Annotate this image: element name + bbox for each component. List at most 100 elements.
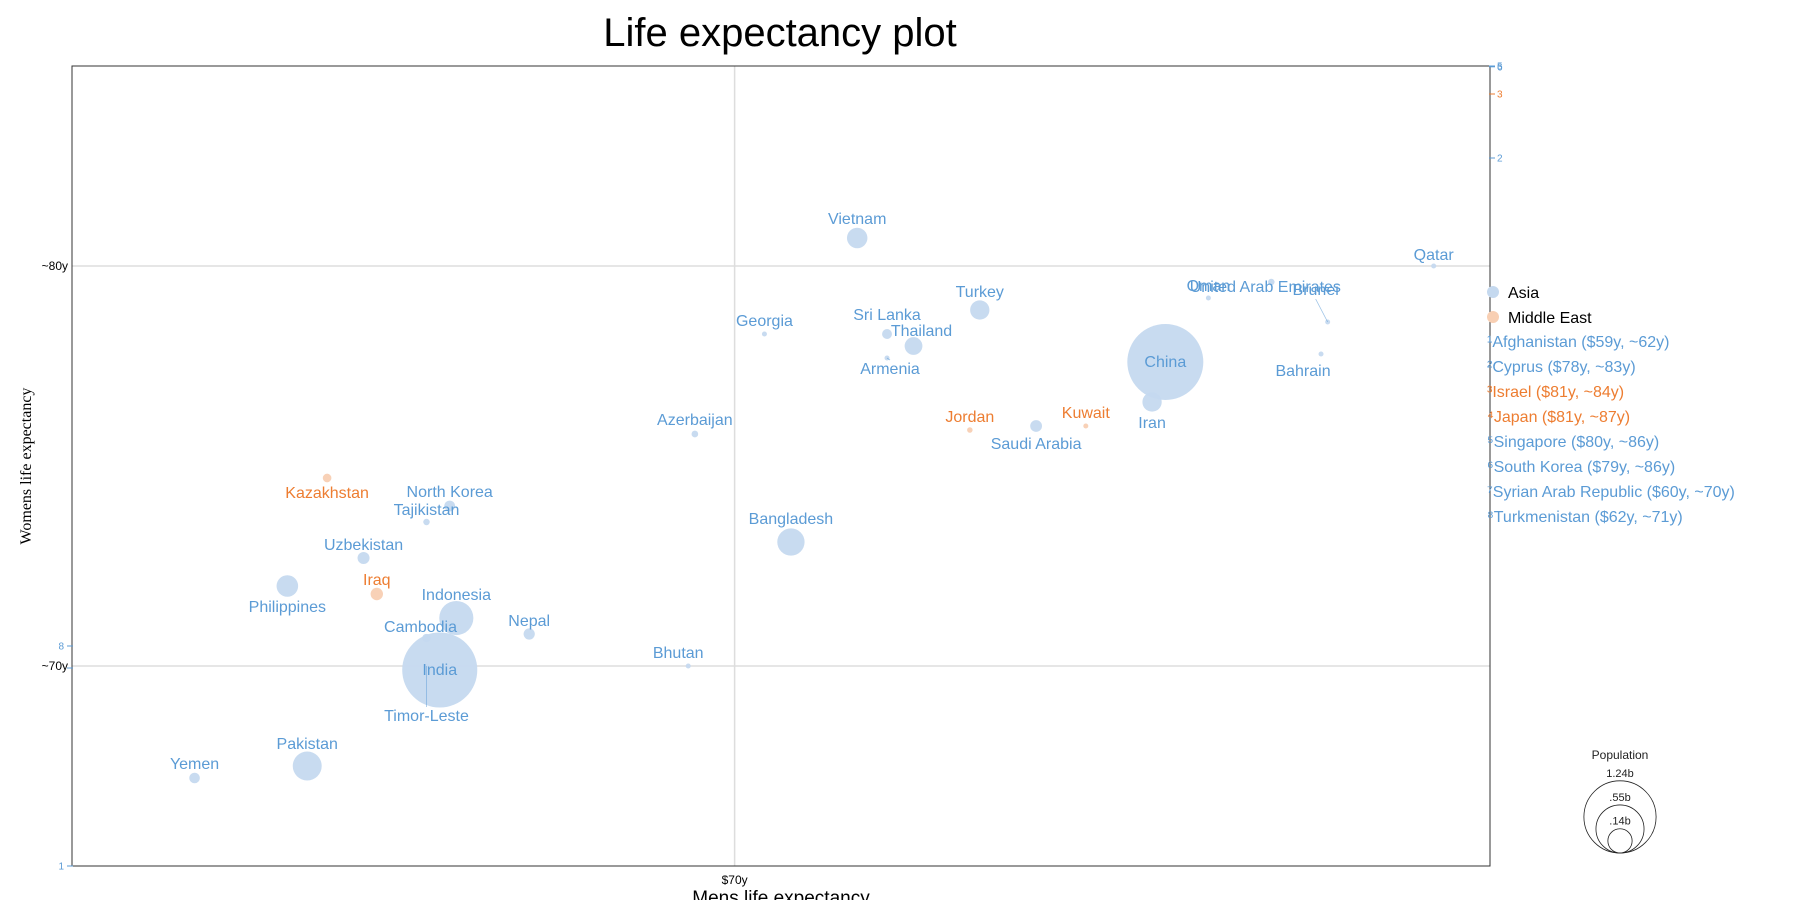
y-tick-label: ~80y: [42, 259, 68, 273]
point-yemen: [189, 772, 200, 784]
left-marker-label: 8: [58, 642, 64, 653]
point-label: Iraq: [363, 572, 391, 589]
footnote: ³Israel ($81y, ~84y): [1487, 384, 1624, 401]
point-label: North Korea: [407, 484, 493, 501]
point-north-korea: [444, 500, 456, 512]
point-label: Oman: [1187, 278, 1231, 295]
point-tajikistan: [423, 518, 430, 526]
label-leader: [886, 357, 891, 361]
point-label: Kuwait: [1062, 405, 1111, 422]
point-label: Thailand: [891, 323, 952, 340]
point-label: United Arab Emirates: [1190, 279, 1341, 296]
chart-title: Life expectancy plot: [603, 11, 957, 55]
point-uzbekistan: [357, 551, 370, 565]
footnote: ⁴Japan ($81y, ~87y): [1487, 409, 1630, 426]
point-sri-lanka: [882, 329, 892, 339]
size-legend: Population 1.24b .55b .14b: [1583, 748, 1657, 854]
x-axis-title: Mens life expectancy: [692, 888, 870, 900]
point-qatar: [1431, 263, 1437, 269]
point-label: Indonesia: [422, 587, 491, 604]
point-label: Bangladesh: [749, 511, 834, 528]
point-label: Kazakhstan: [285, 485, 369, 502]
right-marker-label: 2: [1497, 154, 1503, 165]
point-china: [1127, 324, 1204, 400]
offscale-markers: 65 3 2 8 1: [58, 62, 1503, 873]
label-leader: [1315, 298, 1329, 323]
right-marker-label: 6: [1497, 62, 1503, 73]
size-legend-title: Population: [1592, 748, 1649, 762]
footnote: ¹Afghanistan ($59y, ~62y): [1487, 334, 1669, 351]
footnote: ⁶South Korea ($79y, ~86y): [1487, 459, 1675, 476]
footnote: ⁸Turkmenistan ($62y, ~71y): [1487, 509, 1683, 526]
point-philippines: [276, 575, 299, 597]
size-legend-circle: [1607, 828, 1633, 854]
point-label: Jordan: [945, 409, 994, 426]
grid: [72, 66, 1490, 866]
point-nepal: [523, 628, 535, 640]
point-azerbaijan: [691, 430, 699, 438]
point-label: Iran: [1138, 415, 1166, 432]
point-label: Turkey: [956, 284, 1004, 301]
right-marker-label: 5: [1497, 62, 1503, 73]
point-label: Brunei: [1293, 282, 1339, 299]
point-label: Azerbaijan: [657, 412, 733, 429]
point-label: Tajikistan: [394, 502, 460, 519]
point-pakistan: [292, 751, 322, 781]
point-label: Georgia: [736, 313, 793, 330]
point-iran: [1142, 392, 1162, 412]
point-saudi-arabia: [1030, 420, 1043, 432]
point-oman: [1205, 295, 1211, 301]
footnote: ⁵Singapore ($80y, ~86y): [1487, 434, 1659, 451]
point-vietnam: [846, 227, 868, 249]
point-label: Yemen: [170, 756, 219, 773]
legend-swatch: [1487, 286, 1499, 298]
point-label: China: [1144, 354, 1186, 371]
point-label: Pakistan: [277, 736, 338, 753]
point-bhutan: [685, 663, 691, 669]
point-indonesia: [439, 600, 474, 636]
point-label: Saudi Arabia: [991, 436, 1082, 453]
point-turkey: [970, 300, 990, 320]
point-labels: China India Indonesia Pakistan Bangladesh Phi…: [170, 211, 1454, 773]
size-legend-label: .55b: [1609, 792, 1630, 804]
size-legend-label: .14b: [1609, 816, 1630, 828]
point-kazakhstan: [322, 473, 332, 483]
point-label: Uzbekistan: [324, 537, 403, 554]
point-iraq: [370, 587, 384, 601]
point-label: Timor-Leste: [384, 708, 469, 725]
point-georgia: [761, 331, 767, 337]
point-label: Armenia: [860, 361, 920, 378]
point-kuwait: [1083, 423, 1089, 429]
y-axis-title: Womens life expectancy: [18, 388, 35, 545]
point-label: Philippines: [249, 599, 326, 616]
point-bangladesh: [777, 528, 805, 556]
legend-entry: Middle East: [1508, 310, 1592, 327]
point-label: India: [422, 662, 457, 679]
point-label: Qatar: [1414, 247, 1455, 264]
point-united-arab-emirates: [1268, 278, 1275, 286]
point-label: Vietnam: [828, 211, 886, 228]
data-points: [189, 227, 1437, 784]
point-label: Cambodia: [384, 619, 457, 636]
legend: Asia Middle East: [1487, 285, 1592, 327]
legend-entry: Asia: [1508, 285, 1539, 302]
size-legend-label: 1.24b: [1606, 768, 1634, 780]
right-marker-label: 3: [1497, 90, 1503, 101]
point-thailand: [904, 337, 923, 355]
point-india: [402, 632, 478, 708]
point-label: Bahrain: [1275, 363, 1330, 380]
left-marker-label: 1: [58, 862, 64, 873]
plot-frame: [71, 65, 1491, 867]
y-axis: ~70y ~80y: [42, 259, 68, 673]
y-tick-label: ~70y: [42, 659, 68, 673]
legend-swatch: [1487, 311, 1499, 323]
footnote: ²Cyprus ($78y, ~83y): [1487, 359, 1636, 376]
point-jordan: [967, 427, 973, 433]
footnote: ⁷Syrian Arab Republic ($60y, ~70y): [1487, 484, 1735, 501]
offscale-footnotes: ¹Afghanistan ($59y, ~62y) ²Cyprus ($78y, …: [1487, 334, 1735, 526]
point-cambodia: [422, 633, 431, 643]
x-tick-label: $70y: [722, 873, 748, 887]
x-axis: $70y: [722, 873, 748, 887]
point-label: Sri Lanka: [853, 307, 921, 324]
